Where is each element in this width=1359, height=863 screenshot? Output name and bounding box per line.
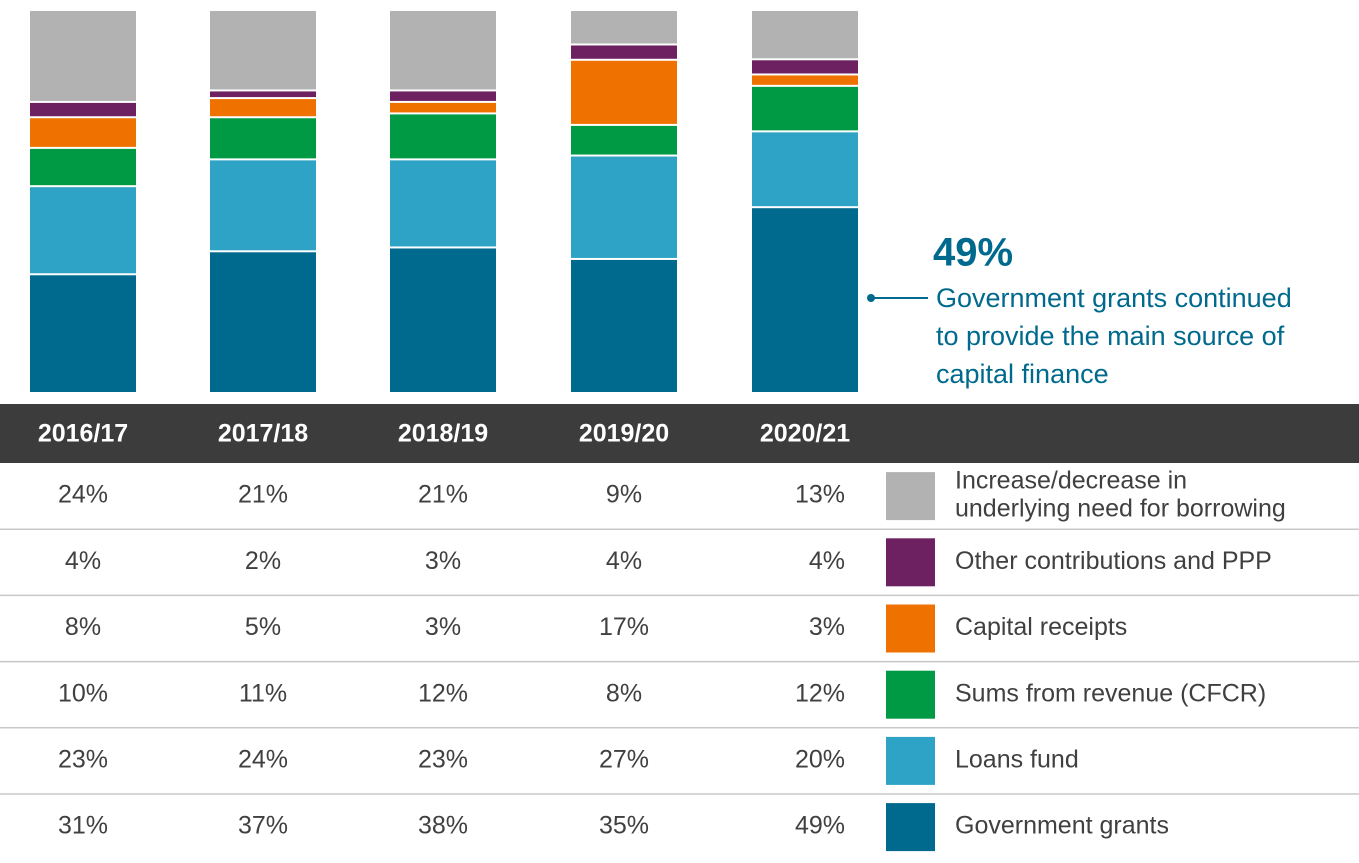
- legend-label: Sums from revenue (CFCR): [955, 679, 1266, 707]
- bar-segment: [30, 102, 136, 117]
- table-cell: 8%: [65, 613, 101, 641]
- annotation-value: 49%: [933, 231, 1013, 275]
- table-cell: 8%: [606, 679, 642, 707]
- bar-segment: [390, 248, 496, 392]
- year-label: 2019/20: [579, 420, 669, 448]
- annotation-text: Government grants continued: [936, 283, 1292, 313]
- annotation-dot: [867, 294, 875, 302]
- legend-label: Other contributions and PPP: [955, 547, 1272, 575]
- year-label: 2017/18: [218, 420, 308, 448]
- table-cell: 4%: [809, 547, 845, 575]
- bar-segment: [571, 45, 677, 59]
- legend-swatch: [886, 604, 935, 653]
- bar-segment: [30, 11, 136, 101]
- table-cell: 3%: [425, 547, 461, 575]
- bar-segment: [752, 208, 858, 392]
- legend-swatch: [886, 472, 935, 521]
- annotation-text: to provide the main source of: [936, 321, 1285, 351]
- table-cell: 24%: [58, 481, 108, 509]
- table-cell: 21%: [238, 481, 288, 509]
- table-cell: 12%: [418, 679, 468, 707]
- table-cell: 4%: [65, 547, 101, 575]
- table-cell: 2%: [245, 547, 281, 575]
- table-cell: 11%: [239, 679, 287, 707]
- table-cell: 20%: [795, 746, 845, 774]
- year-label: 2016/17: [38, 420, 128, 448]
- bar-segment: [571, 11, 677, 44]
- table-cell: 21%: [418, 481, 468, 509]
- bar-segment: [752, 86, 858, 131]
- legend-swatch: [886, 538, 935, 587]
- table-cell: 35%: [599, 812, 649, 840]
- legend-label: underlying need for borrowing: [955, 495, 1286, 523]
- bar-segment: [752, 11, 858, 59]
- bar-segment: [571, 125, 677, 155]
- table-cell: 4%: [606, 547, 642, 575]
- bar-segment: [752, 60, 858, 74]
- legend-label: Capital receipts: [955, 613, 1127, 641]
- table-cell: 31%: [58, 812, 108, 840]
- bar-segment: [390, 160, 496, 247]
- year-label: 2020/21: [760, 420, 850, 448]
- bar-segment: [210, 160, 316, 251]
- bar-segment: [210, 91, 316, 98]
- table-cell: 37%: [238, 812, 288, 840]
- table-cell: 12%: [795, 679, 845, 707]
- table-cell: 3%: [809, 613, 845, 641]
- bar-segment: [390, 11, 496, 90]
- bar-segment: [210, 99, 316, 117]
- table-cell: 3%: [425, 613, 461, 641]
- bar-segment: [752, 132, 858, 207]
- legend-label: Loans fund: [955, 746, 1079, 774]
- bar-segment: [752, 75, 858, 85]
- table-cell: 13%: [795, 481, 845, 509]
- table-cell: 23%: [418, 746, 468, 774]
- table-cell: 38%: [418, 812, 468, 840]
- table-header: [0, 404, 1359, 463]
- bar-segment: [390, 102, 496, 113]
- bar-segment: [571, 60, 677, 124]
- legend-swatch: [886, 803, 935, 852]
- table-cell: 49%: [795, 812, 845, 840]
- bar-segment: [30, 275, 136, 392]
- table-cell: 5%: [245, 613, 281, 641]
- table-cell: 17%: [599, 613, 649, 641]
- table-cell: 23%: [58, 746, 108, 774]
- bar-segment: [210, 118, 316, 159]
- table-cell: 24%: [238, 746, 288, 774]
- bar-segment: [390, 91, 496, 101]
- bar-segment: [571, 156, 677, 258]
- legend-label: Increase/decrease in: [955, 467, 1187, 495]
- legend-label: Government grants: [955, 812, 1169, 840]
- bar-segment: [210, 252, 316, 392]
- year-label: 2018/19: [398, 420, 488, 448]
- legend-swatch: [886, 736, 935, 785]
- table-cell: 10%: [58, 679, 108, 707]
- bar-segment: [390, 114, 496, 159]
- bar-segment: [30, 148, 136, 186]
- bar-segment: [210, 11, 316, 90]
- bar-segment: [30, 118, 136, 147]
- table-cell: 9%: [606, 481, 642, 509]
- bar-segment: [30, 187, 136, 274]
- legend-swatch: [886, 670, 935, 719]
- bar-segment: [571, 259, 677, 392]
- annotation-text: capital finance: [936, 359, 1109, 389]
- table-cell: 27%: [599, 746, 649, 774]
